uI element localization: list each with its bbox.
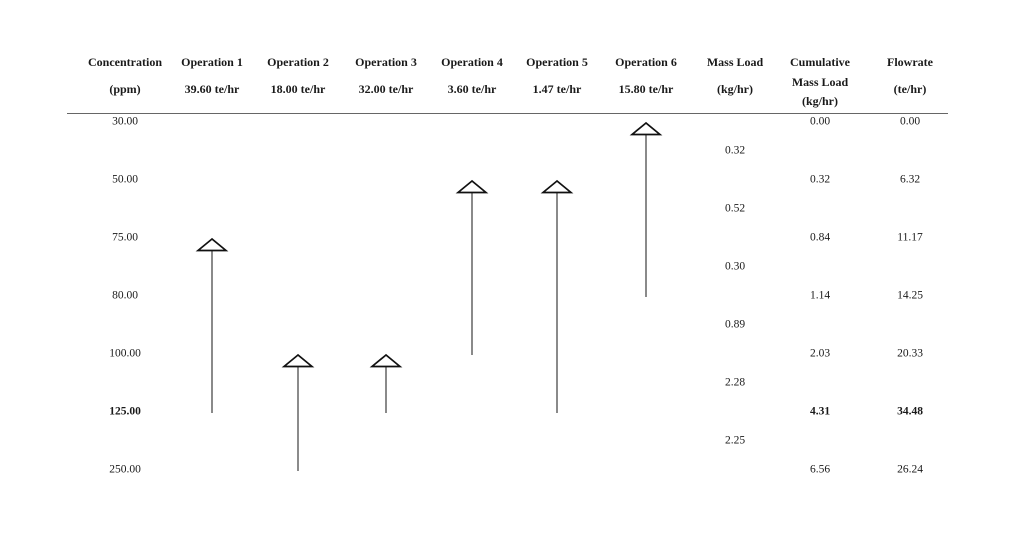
column-header-operation-3-line-2: 32.00 te/hr [358,82,414,96]
column-header-mass-load-line-1: Mass Load [706,55,764,69]
operation-6-arrow [629,121,663,297]
column-header-cumulative-mass-load-line-3: (kg/hr) [802,94,838,108]
cumulative-mass-load-value: 6.56 [809,463,831,476]
flowrate-value: 34.48 [897,405,923,418]
cumulative-mass-load-value: 0.32 [809,173,831,186]
column-header-operation-6-line-1: Operation 6 [615,55,677,69]
column-header-operation-2-line-2: 18.00 te/hr [270,82,326,96]
flowrate-value: 0.00 [899,115,921,128]
column-header-operation-4-line-1: Operation 4 [441,55,503,69]
flowrate-value: 20.33 [897,347,923,360]
operation-1-arrow-head-icon [195,237,229,252]
flowrate-value: 26.24 [897,463,923,476]
column-header-concentration-line-1: Concentration [88,55,162,69]
column-header-cumulative-mass-load-line-2: Mass Load [791,75,849,89]
interval-mass-load-value: 2.28 [724,376,746,389]
concentration-value: 125.00 [109,405,141,418]
concentration-value: 75.00 [112,231,138,244]
interval-mass-load-value: 0.32 [724,144,746,157]
header-divider-line [67,113,948,115]
operation-1-arrow [195,237,229,413]
operation-6-arrow-head-icon [629,121,663,136]
cumulative-mass-load-value: 0.84 [809,231,831,244]
interval-mass-load-value: 2.25 [724,434,746,447]
cumulative-mass-load-value: 0.00 [809,115,831,128]
flowrate-value: 11.17 [897,231,923,244]
flowrate-value: 6.32 [899,173,921,186]
concentration-value: 80.00 [112,289,138,302]
interval-mass-load-value: 0.30 [724,260,746,273]
operation-3-arrow [369,353,403,413]
concentration-value: 30.00 [112,115,138,128]
operation-3-arrow-head-icon [369,353,403,368]
concentration-value: 250.00 [109,463,141,476]
interval-mass-load-value: 0.52 [724,202,746,215]
cumulative-mass-load-value: 1.14 [809,289,831,302]
flowrate-value: 14.25 [897,289,923,302]
column-header-operation-1-line-2: 39.60 te/hr [184,82,240,96]
concentration-value: 50.00 [112,173,138,186]
column-header-operation-4-line-2: 3.60 te/hr [447,82,497,96]
column-header-operation-1-line-1: Operation 1 [181,55,243,69]
column-header-operation-5-line-2: 1.47 te/hr [532,82,582,96]
operation-5-arrow-head-icon [540,179,574,194]
column-header-operation-6-line-2: 15.80 te/hr [618,82,674,96]
operation-4-arrow-head-icon [455,179,489,194]
concentration-value: 100.00 [109,347,141,360]
operation-5-arrow [540,179,574,413]
column-header-cumulative-mass-load-line-1: Cumulative [790,55,850,69]
interval-mass-load-value: 0.89 [724,318,746,331]
column-header-operation-5-line-1: Operation 5 [526,55,588,69]
column-header-concentration-line-2: (ppm) [109,82,141,96]
operation-4-arrow [455,179,489,355]
column-header-mass-load-line-2: (kg/hr) [717,82,753,96]
cumulative-mass-load-value: 4.31 [809,405,831,418]
column-header-flowrate-line-1: Flowrate [887,55,933,69]
column-header-operation-2-line-1: Operation 2 [267,55,329,69]
column-header-operation-3-line-1: Operation 3 [355,55,417,69]
operation-2-arrow-head-icon [281,353,315,368]
operation-2-arrow [281,353,315,471]
column-header-flowrate-line-2: (te/hr) [893,82,927,96]
cumulative-mass-load-value: 2.03 [809,347,831,360]
